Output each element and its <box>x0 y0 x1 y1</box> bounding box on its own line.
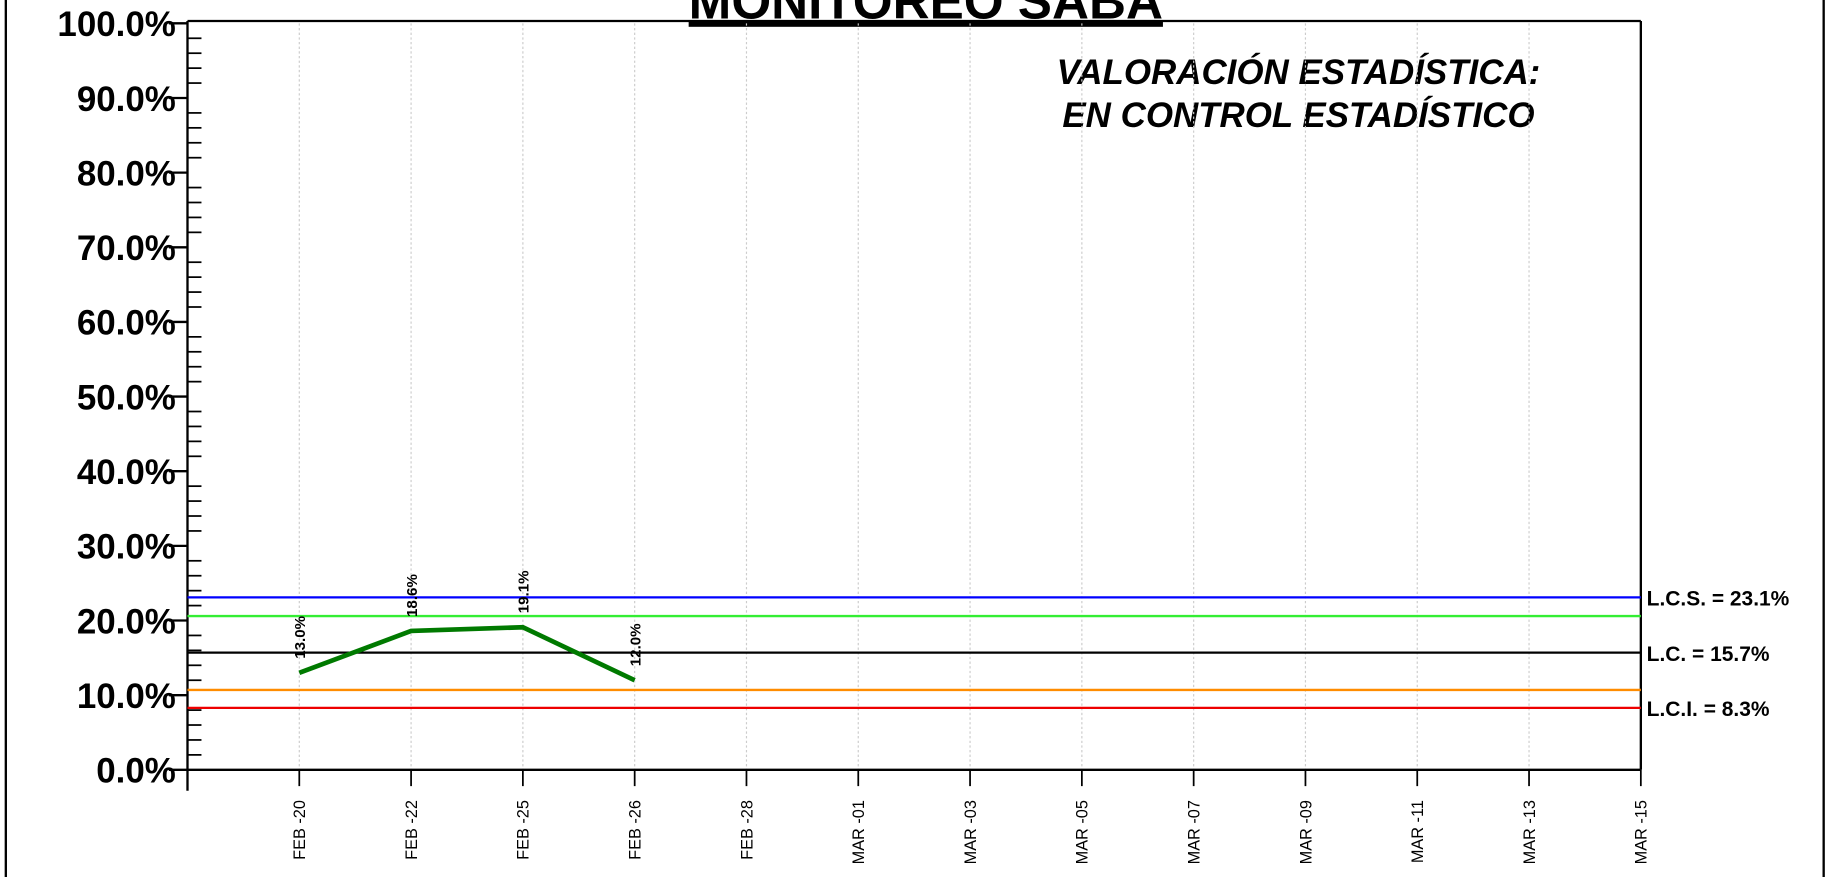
annotation: VALORACIÓN ESTADÍSTICA: <box>1057 52 1541 92</box>
x-tick-label: MAR -05 <box>1074 800 1092 864</box>
y-tick-label: 40.0% <box>77 453 176 492</box>
x-tick-label: MAR -15 <box>1633 800 1651 864</box>
annotation: EN CONTROL ESTADÍSTICO <box>1062 96 1534 135</box>
x-tick-label: MAR -11 <box>1409 800 1427 863</box>
value-label: 19.1% <box>516 570 533 613</box>
value-label: 18.6% <box>404 574 421 617</box>
value-label: 12.0% <box>627 623 644 666</box>
limit-label: L.C. = 15.7% <box>1647 643 1770 666</box>
x-tick-label: MAR -09 <box>1297 800 1315 864</box>
limit-label: L.C.I. = 8.3% <box>1647 698 1770 721</box>
y-tick-label: 100.0% <box>57 5 175 44</box>
series-line <box>298 624 636 683</box>
y-tick-label: 30.0% <box>77 528 176 567</box>
chart-title: MONITOREO SABA <box>689 0 1163 30</box>
x-tick-label: FEB -22 <box>403 800 421 860</box>
y-tick-label: 90.0% <box>77 80 176 119</box>
x-tick-label: MAR -01 <box>850 800 868 864</box>
y-tick-label: 80.0% <box>77 154 176 193</box>
x-tick-label: FEB -26 <box>626 800 644 860</box>
y-tick-label: 70.0% <box>77 229 176 268</box>
y-tick-label: 60.0% <box>77 304 176 343</box>
y-tick-label: 10.0% <box>77 677 176 716</box>
value-label: 13.0% <box>292 615 309 658</box>
y-tick-label: 0.0% <box>96 752 176 791</box>
x-tick-label: FEB -20 <box>291 800 309 860</box>
x-tick-label: FEB -28 <box>738 800 756 860</box>
x-tick-label: MAR -03 <box>962 800 980 864</box>
y-tick-label: 20.0% <box>77 602 176 641</box>
x-tick-label: MAR -07 <box>1185 800 1203 864</box>
limit-label: L.C.S. = 23.1% <box>1647 588 1790 611</box>
y-tick-label: 50.0% <box>77 378 176 417</box>
x-tick-label: FEB -25 <box>515 800 533 860</box>
frame <box>4 0 1825 877</box>
x-tick-label: MAR -13 <box>1521 800 1539 864</box>
